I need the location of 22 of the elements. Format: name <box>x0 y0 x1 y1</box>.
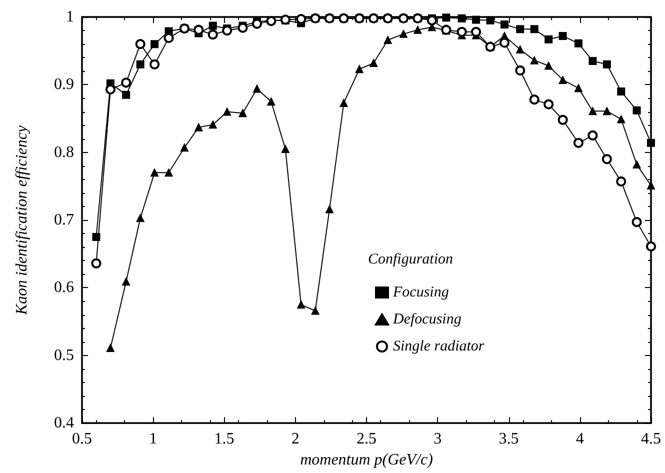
legend-title: Configuration <box>368 252 454 268</box>
x-axis-title: momentum p(GeV/c) <box>300 452 433 468</box>
x-tick-label: 0.5 <box>72 430 92 448</box>
x-tick-label: 3 <box>434 430 442 448</box>
legend-label: Focusing <box>392 284 450 300</box>
x-tick-label: 3.5 <box>498 430 519 448</box>
x-tick-label: 2.5 <box>356 430 376 448</box>
y-tick-label: 0.9 <box>54 76 74 94</box>
x-tick-label: 4.5 <box>641 430 661 448</box>
y-tick-label: 0.7 <box>54 212 74 229</box>
y-axis-title: Kaon identification efficiency <box>14 124 30 316</box>
x-tick-label: 1.5 <box>214 430 234 448</box>
x-tick-label: 2 <box>291 430 300 448</box>
x-tick-label: 4 <box>576 430 584 448</box>
y-tick-label: 0.5 <box>54 346 74 364</box>
legend-label: Defocusing <box>392 312 462 328</box>
legend-label: Single radiator <box>393 338 484 354</box>
x-tick-label: 1 <box>149 430 158 448</box>
y-tick-label: 1 <box>66 8 74 26</box>
y-tick-label: 0.4 <box>54 414 74 432</box>
y-tick-label: 0.6 <box>54 279 74 296</box>
y-tick-label: 0.8 <box>54 144 74 161</box>
